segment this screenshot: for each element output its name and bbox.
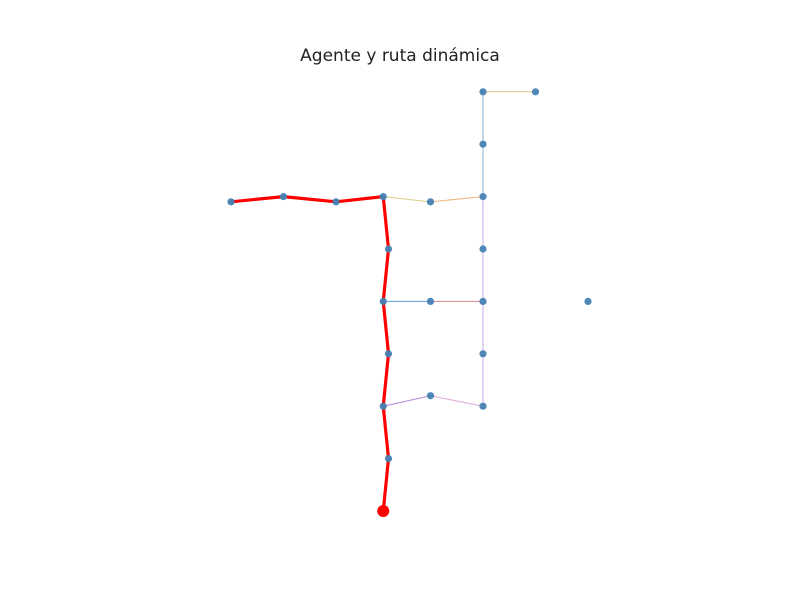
graph-edge: [383, 395, 431, 407]
graph-node: [479, 297, 487, 305]
graph-node: [426, 392, 435, 400]
graph-node: [379, 193, 387, 201]
graph-node: [479, 140, 487, 148]
agent-route: [229, 195, 391, 513]
graph-node: [384, 350, 393, 358]
graph-node: [384, 455, 393, 463]
nodes-layer: [227, 88, 592, 463]
graph-node: [379, 402, 387, 410]
graph-node: [426, 297, 435, 305]
graph-node: [227, 198, 235, 206]
graph-node: [479, 193, 487, 201]
graph-node: [384, 245, 393, 253]
graph-node: [279, 193, 288, 201]
graph-edge: [430, 395, 484, 407]
agent-marker: [377, 505, 390, 517]
graph-node: [379, 297, 387, 305]
graph-edge: [383, 196, 431, 203]
graph-node: [479, 88, 487, 96]
agent-layer: [377, 505, 390, 517]
graph-node: [531, 88, 540, 96]
chart-title: Agente y ruta dinámica: [300, 46, 500, 66]
graph-node: [584, 297, 592, 305]
graph-node: [426, 198, 435, 206]
graph-edge: [430, 196, 484, 203]
graph-node: [479, 350, 487, 358]
route-layer: [229, 195, 391, 513]
graph-node: [479, 245, 487, 253]
graph-node: [332, 198, 340, 206]
graph-node: [479, 402, 487, 410]
edges-layer: [383, 91, 536, 407]
